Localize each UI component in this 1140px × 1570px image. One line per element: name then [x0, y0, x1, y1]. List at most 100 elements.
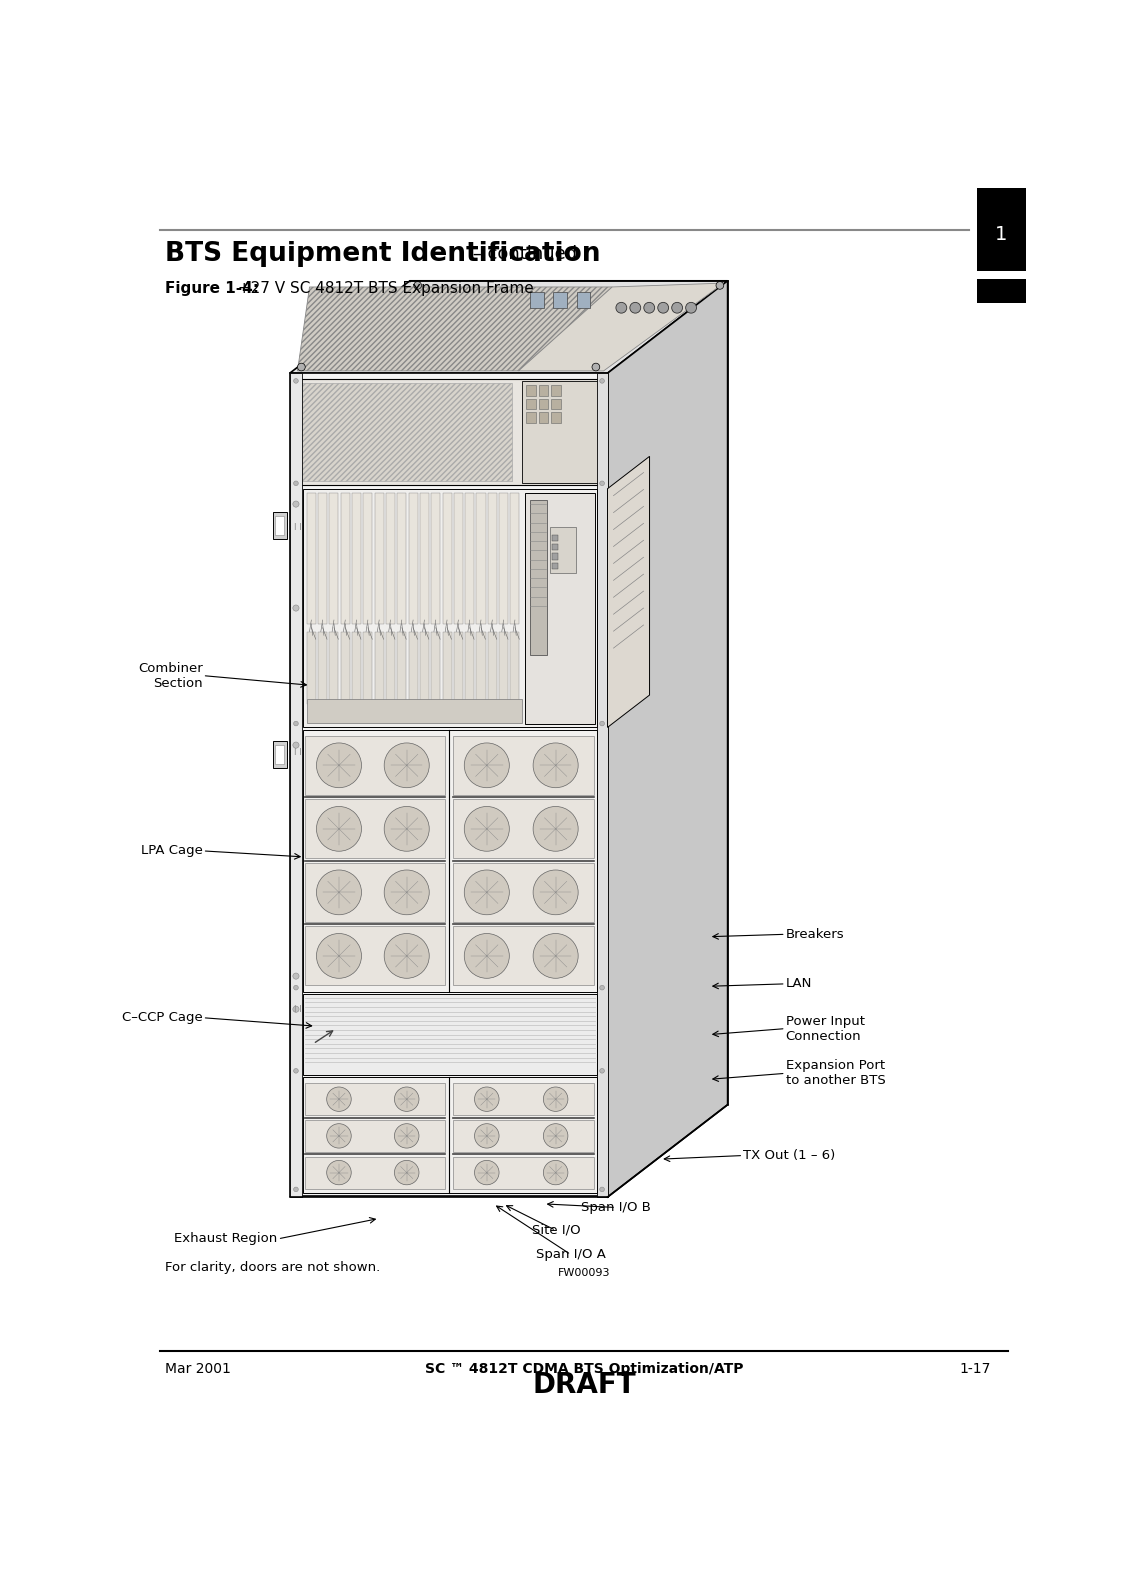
- Bar: [375, 631, 384, 703]
- Bar: [511, 631, 520, 703]
- Bar: [977, 188, 1026, 270]
- Text: Span I/O A: Span I/O A: [536, 1248, 606, 1261]
- Bar: [364, 631, 373, 703]
- Text: FW00093: FW00093: [557, 1269, 611, 1278]
- Circle shape: [671, 303, 683, 312]
- Circle shape: [394, 1160, 420, 1185]
- Text: BTS Equipment Identification: BTS Equipment Identification: [164, 240, 600, 267]
- Bar: [303, 1077, 596, 1193]
- Bar: [977, 279, 1026, 303]
- Text: SC ™ 4812T CDMA BTS Optimization/ATP: SC ™ 4812T CDMA BTS Optimization/ATP: [425, 1363, 743, 1377]
- Bar: [299, 383, 512, 480]
- Circle shape: [384, 807, 430, 851]
- Bar: [303, 994, 596, 1075]
- Bar: [553, 292, 568, 308]
- Bar: [552, 545, 559, 551]
- Circle shape: [600, 1187, 604, 1192]
- Bar: [386, 631, 396, 703]
- Text: 1: 1: [995, 225, 1008, 243]
- Bar: [454, 493, 463, 623]
- Bar: [306, 799, 445, 859]
- Text: I I: I I: [294, 523, 301, 532]
- Circle shape: [464, 870, 510, 915]
- Bar: [341, 493, 350, 623]
- Bar: [488, 493, 497, 623]
- Bar: [397, 493, 406, 623]
- Bar: [465, 631, 474, 703]
- Polygon shape: [519, 283, 724, 371]
- Circle shape: [544, 1086, 568, 1112]
- Bar: [296, 380, 601, 485]
- Text: I I: I I: [294, 1005, 301, 1014]
- Bar: [307, 493, 316, 623]
- Bar: [275, 515, 284, 535]
- Circle shape: [658, 303, 668, 312]
- Circle shape: [294, 1069, 299, 1074]
- Circle shape: [464, 743, 510, 788]
- Circle shape: [294, 480, 299, 485]
- Bar: [303, 730, 596, 992]
- Bar: [307, 631, 316, 703]
- Text: Combiner
Section: Combiner Section: [138, 661, 203, 689]
- Bar: [552, 413, 561, 424]
- Circle shape: [294, 986, 299, 991]
- Circle shape: [630, 303, 641, 312]
- Circle shape: [592, 363, 600, 371]
- Bar: [290, 374, 608, 1196]
- Bar: [530, 501, 547, 655]
- Bar: [329, 493, 339, 623]
- Text: I I: I I: [294, 749, 301, 757]
- Bar: [306, 1157, 445, 1188]
- Circle shape: [294, 721, 299, 725]
- Bar: [364, 493, 373, 623]
- Circle shape: [327, 1086, 351, 1112]
- Bar: [552, 385, 561, 396]
- Bar: [453, 926, 594, 986]
- Bar: [442, 631, 451, 703]
- Bar: [306, 864, 445, 922]
- Bar: [577, 292, 591, 308]
- Circle shape: [600, 1069, 604, 1074]
- Circle shape: [414, 281, 422, 289]
- Circle shape: [293, 743, 299, 749]
- Text: Exhaust Region: Exhaust Region: [174, 1232, 278, 1245]
- Text: LAN: LAN: [785, 978, 812, 991]
- Bar: [318, 631, 327, 703]
- Circle shape: [394, 1086, 420, 1112]
- Polygon shape: [608, 457, 650, 727]
- Text: C–CCP Cage: C–CCP Cage: [122, 1011, 203, 1024]
- Bar: [539, 413, 548, 424]
- Bar: [527, 413, 536, 424]
- Bar: [397, 631, 406, 703]
- Bar: [530, 292, 544, 308]
- Bar: [442, 493, 451, 623]
- Circle shape: [544, 1124, 568, 1148]
- Bar: [552, 399, 561, 410]
- Bar: [499, 631, 508, 703]
- Circle shape: [293, 973, 299, 980]
- Circle shape: [534, 807, 578, 851]
- Circle shape: [384, 743, 430, 788]
- Circle shape: [685, 303, 697, 312]
- Circle shape: [534, 934, 578, 978]
- Bar: [499, 493, 508, 623]
- Bar: [375, 493, 384, 623]
- Bar: [408, 631, 417, 703]
- Circle shape: [716, 281, 724, 289]
- Circle shape: [384, 870, 430, 915]
- Bar: [408, 493, 417, 623]
- Bar: [306, 1119, 445, 1152]
- Text: TX Out (1 – 6): TX Out (1 – 6): [743, 1149, 836, 1162]
- Bar: [303, 488, 596, 727]
- Bar: [352, 493, 361, 623]
- Circle shape: [544, 1160, 568, 1185]
- Bar: [352, 631, 361, 703]
- Bar: [453, 736, 594, 794]
- Bar: [524, 493, 595, 724]
- Bar: [386, 493, 396, 623]
- Bar: [465, 493, 474, 623]
- Bar: [527, 385, 536, 396]
- Circle shape: [317, 934, 361, 978]
- Circle shape: [474, 1086, 499, 1112]
- Bar: [539, 385, 548, 396]
